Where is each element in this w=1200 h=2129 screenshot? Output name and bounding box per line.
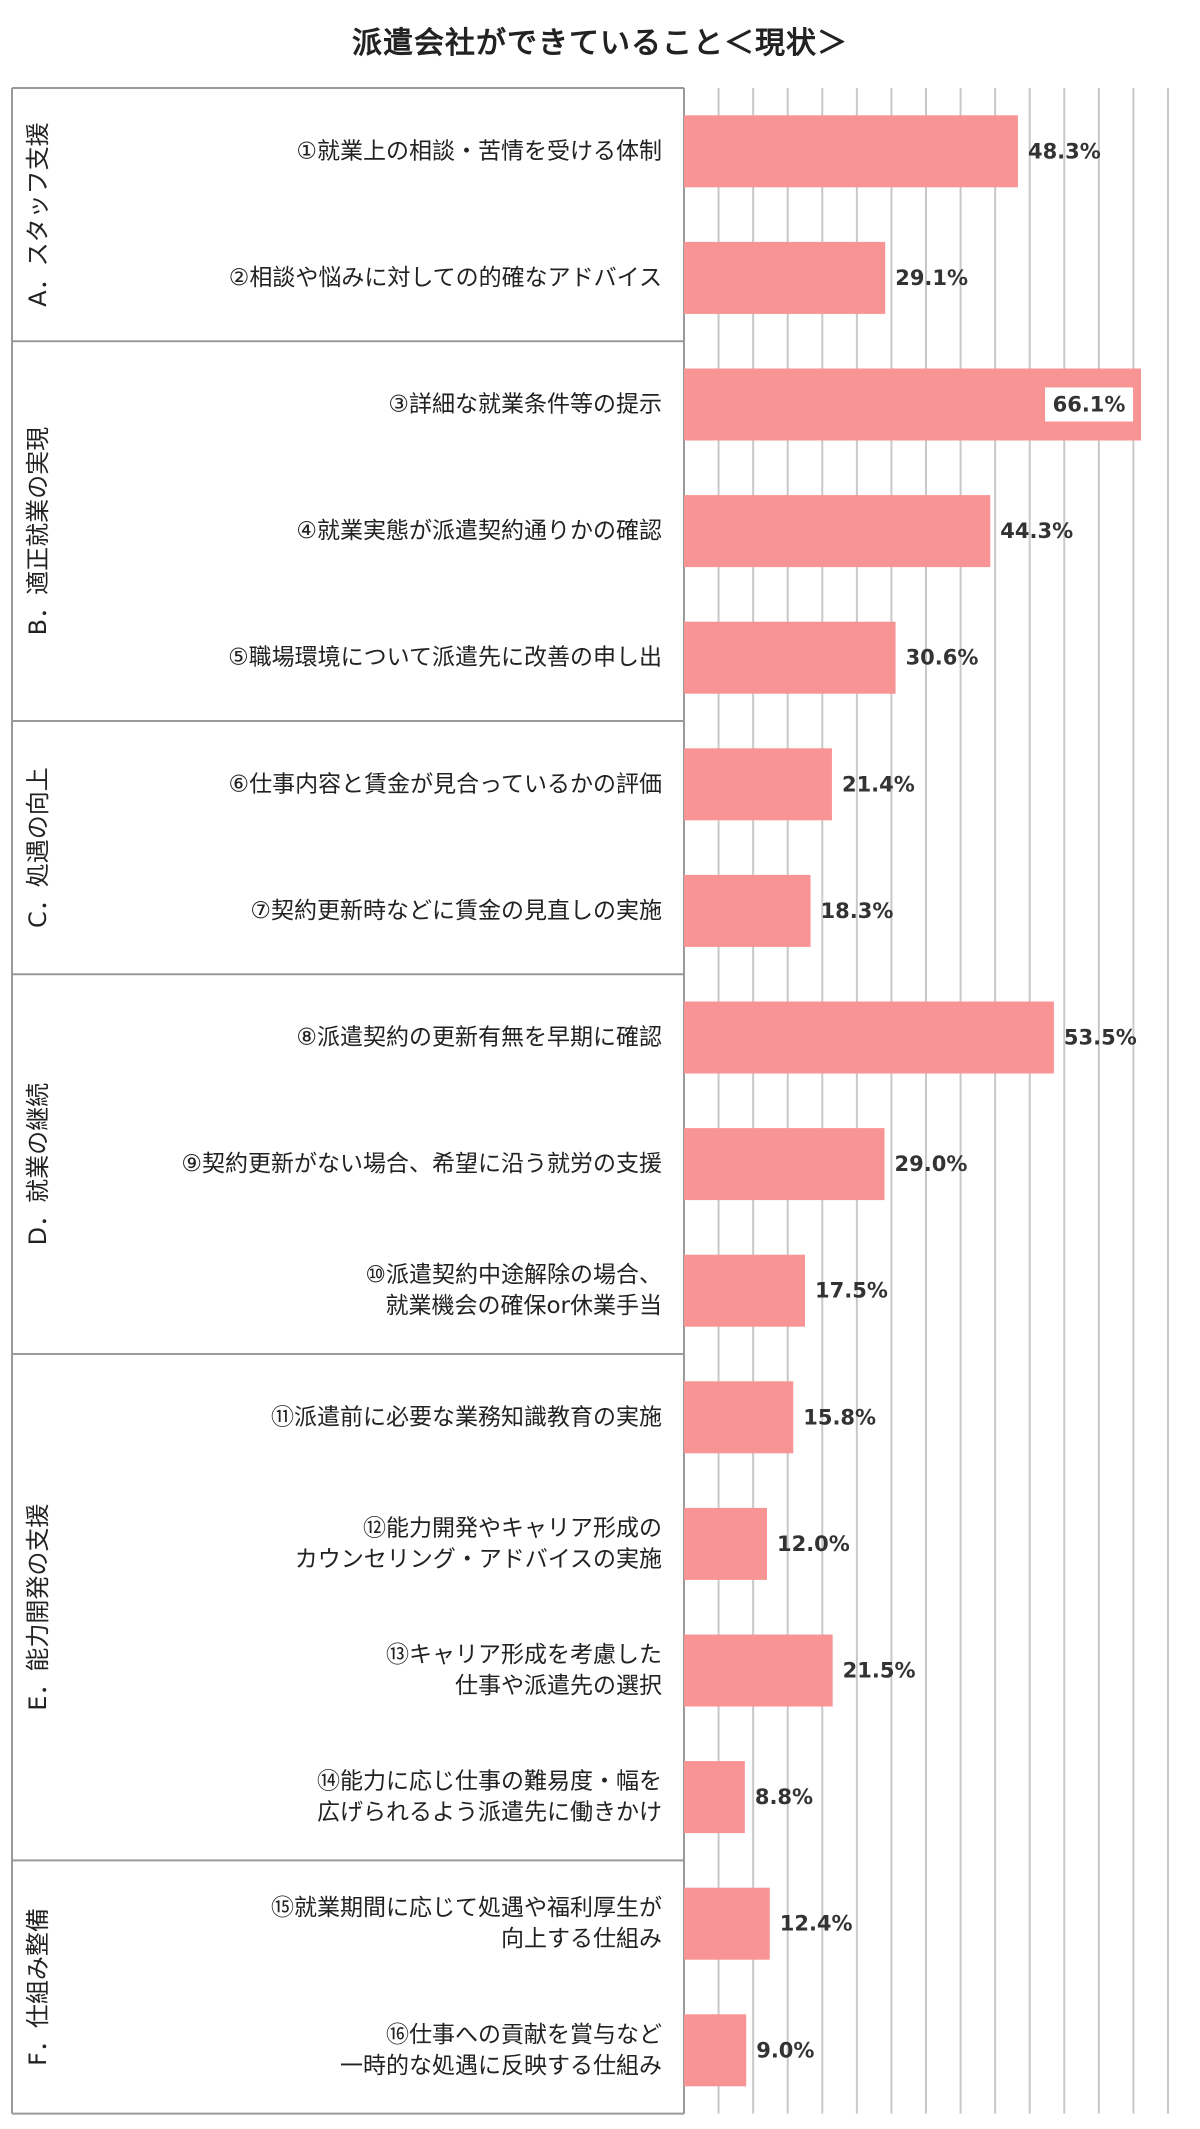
item-label: ⑦契約更新時などに賃金の見直しの実施 [250, 898, 662, 924]
value-label: 48.3% [1028, 139, 1101, 163]
group-label: C．処遇の向上 [24, 767, 52, 928]
bar [684, 1634, 833, 1707]
bar [684, 1001, 1054, 1074]
value-label: 15.8% [803, 1405, 876, 1429]
item-label: 就業機会の確保or休業手当 [385, 1293, 662, 1319]
bar [684, 1254, 805, 1327]
item-label: ④就業実態が派遣契約通りかの確認 [296, 518, 662, 544]
bar [684, 621, 896, 694]
item-label: ⑪派遣前に必要な業務知識教育の実施 [271, 1404, 662, 1430]
value-label: 21.5% [843, 1659, 916, 1683]
value-label: 29.1% [895, 266, 968, 290]
item-label: ⑯仕事への貢献を賞与など [386, 2022, 662, 2048]
value-label: 8.8% [755, 1785, 813, 1809]
value-label: 12.4% [780, 1912, 853, 1936]
bar [684, 1128, 885, 1201]
value-label: 12.0% [777, 1532, 850, 1556]
value-label: 30.6% [906, 646, 979, 670]
bar [684, 1381, 794, 1454]
item-label: 向上する仕組み [501, 1926, 662, 1952]
bar [684, 1887, 770, 1960]
value-label: 9.0% [756, 2038, 814, 2062]
value-label: 17.5% [815, 1279, 888, 1303]
bar [684, 495, 991, 568]
bar [684, 1507, 767, 1580]
item-label: ⑤職場環境について派遣先に改善の申し出 [228, 645, 662, 671]
item-label: 仕事や派遣先の選択 [455, 1673, 662, 1699]
item-label: ⑨契約更新がない場合、希望に沿う就労の支援 [181, 1151, 662, 1177]
item-label: ⑧派遣契約の更新有無を早期に確認 [296, 1025, 662, 1051]
group-label: E．能力開発の支援 [24, 1504, 52, 1711]
value-label: 29.0% [895, 1152, 968, 1176]
bar [684, 115, 1018, 188]
group-label: A．スタッフ支援 [24, 122, 52, 306]
value-label: 18.3% [821, 899, 894, 923]
item-label: ⑫能力開発やキャリア形成の [363, 1515, 662, 1541]
value-label-box [1045, 387, 1134, 422]
item-label: カウンセリング・アドバイスの実施 [295, 1546, 662, 1572]
item-label: ⑩派遣契約中途解除の場合、 [365, 1262, 662, 1288]
bar [684, 2014, 747, 2087]
value-label: 66.1% [1053, 393, 1126, 417]
item-label: ②相談や悩みに対しての的確なアドバイス [229, 265, 662, 291]
group-label: F．仕組み整備 [24, 1908, 52, 2066]
item-label: ③詳細な就業条件等の提示 [388, 392, 662, 418]
bar [684, 748, 832, 821]
group-label: B．適正就業の実現 [24, 427, 52, 635]
bar [684, 1761, 745, 1834]
item-label: ⑭能力に応じ仕事の難易度・幅を [317, 1769, 662, 1795]
bar [684, 874, 811, 947]
item-label: 広げられるよう派遣先に働きかけ [317, 1800, 662, 1826]
item-label: ⑮就業期間に応じて処遇や福利厚生が [271, 1895, 662, 1921]
value-label: 44.3% [1000, 519, 1073, 543]
item-label: ⑬キャリア形成を考慮した [386, 1642, 662, 1668]
item-label: ⑥仕事内容と賃金が見合っているかの評価 [229, 771, 662, 797]
item-label: 一時的な処遇に反映する仕組み [340, 2053, 662, 2079]
value-label: 53.5% [1064, 1026, 1137, 1050]
item-label: ①就業上の相談・苦情を受ける体制 [296, 138, 662, 164]
bar [684, 241, 886, 314]
value-label: 21.4% [842, 772, 915, 796]
group-label: D．就業の継続 [24, 1083, 52, 1245]
chart-title: 派遣会社ができていること＜現状＞ [352, 26, 848, 61]
